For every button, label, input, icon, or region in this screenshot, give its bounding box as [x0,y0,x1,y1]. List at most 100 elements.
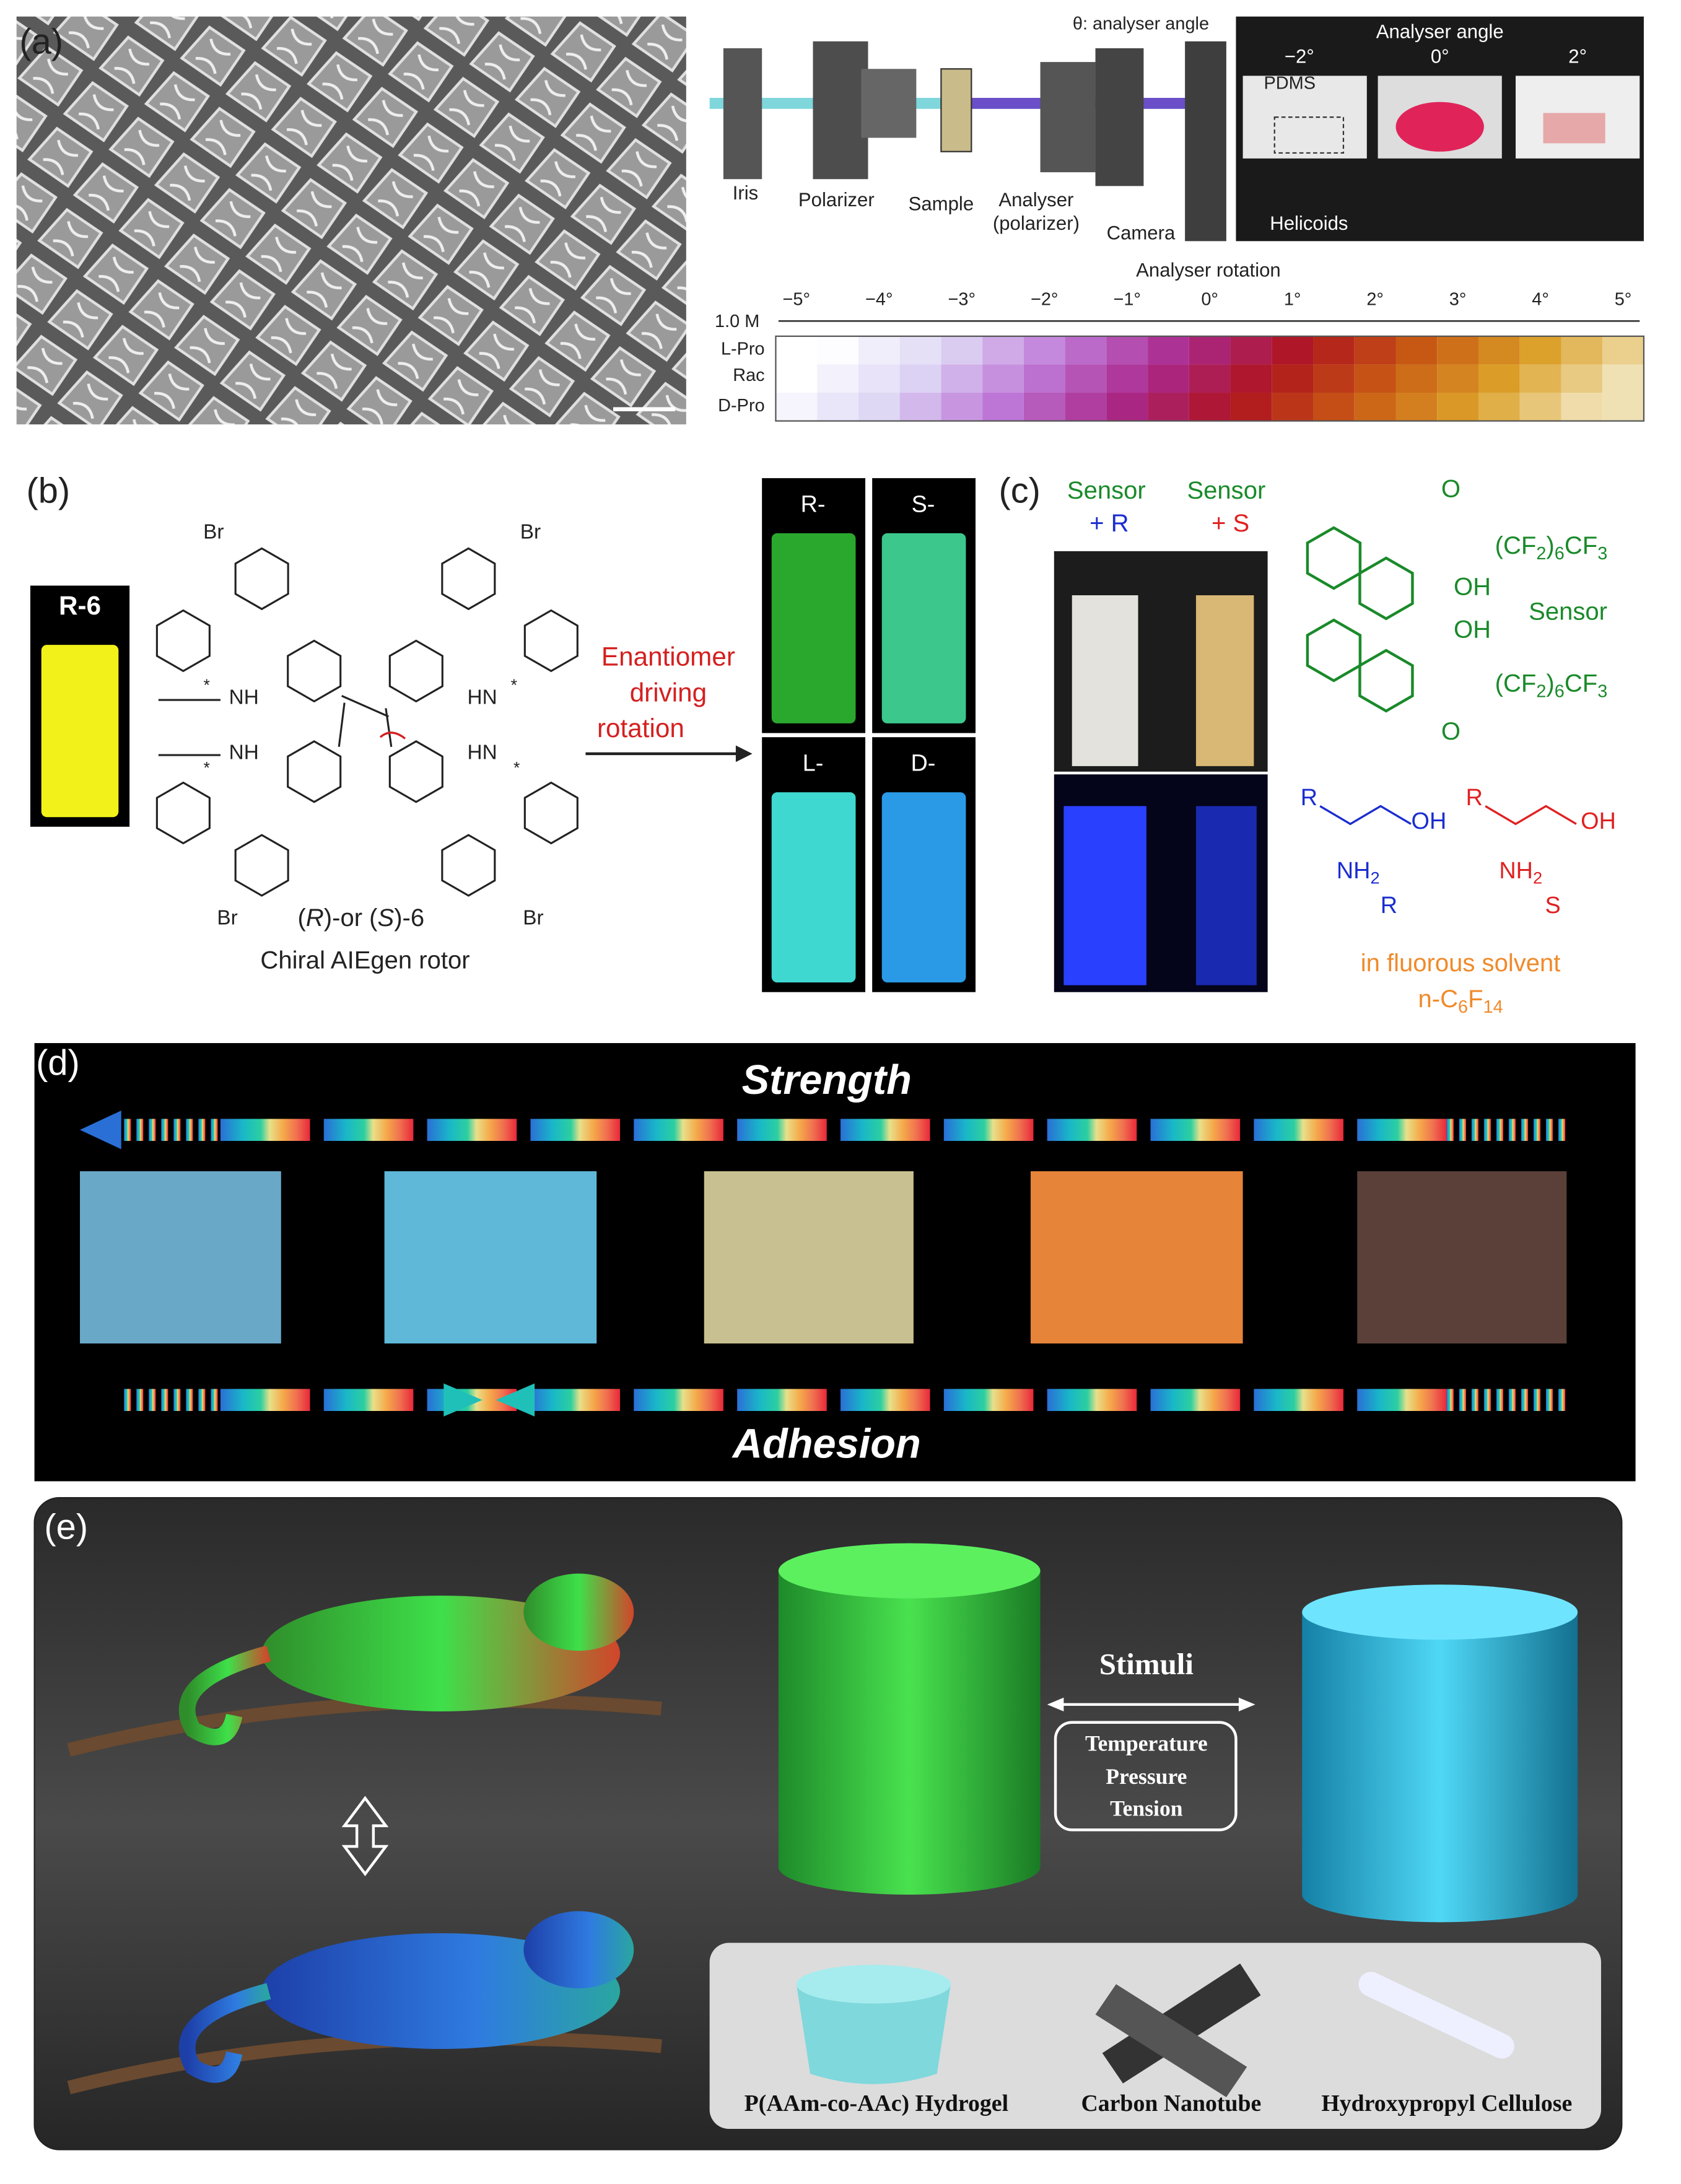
gradient-segment [530,1389,621,1411]
ring [1358,556,1414,621]
condition-label: Tension [1110,1796,1183,1820]
component-label: Iris [733,182,759,204]
atom-label: Br [520,521,541,544]
vial-liquid [771,792,856,983]
text-part: 6 [1458,997,1468,1017]
color-cell [1065,393,1107,421]
gradient-segment [1533,1119,1541,1141]
color-cell [1106,393,1148,421]
nanotube [1102,1963,1261,2084]
column-label: + R [1089,510,1129,537]
gradient-segment [211,1389,218,1411]
gradient-segment [1483,1389,1491,1411]
color-cell [1230,393,1272,421]
atom-label: O [1441,718,1461,745]
gradient-segment [1496,1119,1504,1141]
film-sample [704,1171,914,1343]
color-cell [1602,364,1644,393]
color-cell [1023,364,1065,393]
atom-label: NH2 [1337,858,1380,888]
color-cell [1437,336,1478,365]
gradient-segment [840,1389,930,1411]
color-cell [1189,336,1231,365]
color-cell [1437,393,1478,421]
text-part: ) [1546,532,1554,559]
color-cell [1148,364,1189,393]
gradient-segment [323,1119,414,1141]
color-cell [1395,393,1438,421]
arrow-head [80,1111,121,1150]
gradient-segment [1483,1119,1491,1141]
color-cell [899,364,941,393]
color-cell [1272,336,1314,365]
color-cell [1272,364,1314,393]
vial-liquid [41,645,119,818]
atom-label: O [1441,476,1461,503]
rotation-tick: 2° [1366,290,1384,310]
atom-label: OH [1412,808,1447,834]
axis-title: Strength [742,1057,912,1103]
color-cell [982,336,1024,365]
gradient-segment [737,1389,827,1411]
text-part: ( [298,904,307,931]
color-cell [1561,336,1603,365]
ring [234,834,289,897]
ring [523,609,579,673]
vial-label: D- [911,751,936,777]
sem-image [16,16,686,425]
atom-label: Br [523,907,543,930]
row-label: Rac [733,365,764,385]
color-cell [817,336,858,365]
atom-label: NH [229,686,259,709]
color-cell [1272,393,1314,421]
rotation-tick: 4° [1532,290,1549,310]
ring [523,781,579,845]
color-cell [1519,393,1561,421]
gradient-segment [1446,1119,1454,1141]
color-cell [817,364,858,393]
ring [1306,618,1362,683]
gradient-segment [1533,1389,1541,1411]
component-label: Polarizer [798,189,875,211]
cylinder-bottom [1302,1867,1578,1923]
nanotube [1095,1984,1247,2097]
gradient-segment [1521,1119,1529,1141]
vial-label: L- [803,751,824,777]
chameleon-tail [178,1645,271,1745]
gradient-segment [124,1119,131,1141]
gradient-segment [186,1119,193,1141]
component-label: Sample [909,193,974,215]
color-cell [1354,393,1396,421]
gradient-segment [634,1389,723,1411]
vial-liquid [1195,806,1257,985]
gradient-segment [1521,1389,1529,1411]
cellulose [1358,1972,1514,2059]
arrow-head [443,1383,482,1417]
text-part: 3 [1597,544,1607,564]
text-part: CF [1565,670,1597,697]
color-cell [1189,364,1231,393]
column-label: + S [1212,510,1249,537]
color-cell [1189,393,1231,421]
vial-label: R- [801,491,826,517]
gradient-segment [136,1389,144,1411]
stereo-star: * [203,676,209,694]
arrow-label: Enantiomer [601,642,735,671]
rotation-tick: −5° [783,290,811,310]
text-part: ) [1546,670,1554,697]
stereo-star: * [513,758,520,777]
atom-label: OH [1581,808,1616,834]
color-cell [899,336,941,365]
gradient-segment [1471,1119,1478,1141]
text-part: R [306,904,324,931]
text-part: NH [1337,858,1371,884]
film-sample [80,1171,281,1343]
color-cell [1437,364,1478,393]
gradient-segment [198,1389,206,1411]
gradient-segment [323,1389,414,1411]
text-part: 6 [1555,544,1565,564]
cylinder [778,1571,1041,1867]
vial-liquid [771,533,856,723]
solvent-label: in fluorous solvent [1361,950,1561,977]
atom-label: NH2 [1499,858,1542,888]
